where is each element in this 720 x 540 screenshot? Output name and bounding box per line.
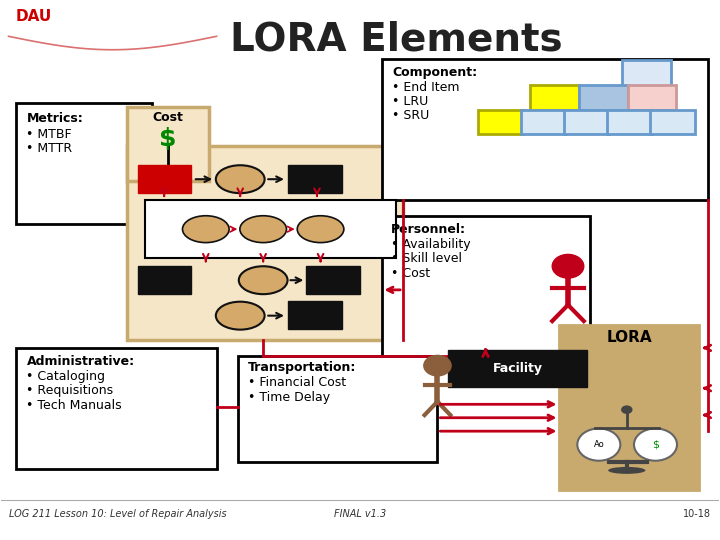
FancyBboxPatch shape [478,110,523,133]
FancyBboxPatch shape [238,356,438,462]
Ellipse shape [216,302,265,329]
Text: Metrics:: Metrics: [27,112,84,125]
Text: • Cataloging: • Cataloging [27,370,106,383]
Text: DAU: DAU [16,9,52,24]
Circle shape [424,355,451,376]
FancyBboxPatch shape [16,348,217,469]
Text: LOG 211 Lesson 10: Level of Repair Analysis: LOG 211 Lesson 10: Level of Repair Analy… [9,509,226,519]
Text: Transportation:: Transportation: [248,361,356,374]
Ellipse shape [297,216,344,242]
FancyBboxPatch shape [16,104,152,224]
Text: • Tech Manuals: • Tech Manuals [27,399,122,412]
FancyBboxPatch shape [650,110,695,133]
Text: • Financial Cost: • Financial Cost [248,376,346,389]
Ellipse shape [182,216,229,242]
Ellipse shape [608,467,645,474]
FancyBboxPatch shape [145,200,396,258]
Circle shape [552,254,584,278]
FancyBboxPatch shape [127,107,210,181]
Ellipse shape [216,165,265,193]
FancyBboxPatch shape [579,85,628,111]
FancyBboxPatch shape [608,110,652,133]
FancyBboxPatch shape [306,266,360,294]
Text: 10-18: 10-18 [683,509,711,519]
Text: LORA Elements: LORA Elements [230,20,562,58]
Text: LORA: LORA [606,330,652,345]
Text: • Cost: • Cost [391,267,430,280]
FancyBboxPatch shape [288,301,342,329]
Text: $: $ [652,440,659,450]
Ellipse shape [240,216,287,242]
Text: Administrative:: Administrative: [27,355,135,368]
Text: Component:: Component: [392,66,477,79]
Text: Facility: Facility [492,362,543,375]
Text: • Requisitions: • Requisitions [27,384,114,397]
Text: • End Item: • End Item [392,81,460,94]
FancyBboxPatch shape [530,85,579,111]
Text: $: $ [159,127,176,151]
Text: FINAL v1.3: FINAL v1.3 [334,509,386,519]
Text: • MTBF: • MTBF [27,127,72,140]
Circle shape [634,428,677,461]
FancyBboxPatch shape [382,217,590,359]
Ellipse shape [239,266,287,294]
FancyBboxPatch shape [382,59,708,200]
Text: Personnel:: Personnel: [391,222,466,236]
FancyBboxPatch shape [448,350,588,387]
Text: • Time Delay: • Time Delay [248,391,330,404]
Circle shape [577,428,621,461]
FancyBboxPatch shape [521,110,566,133]
FancyBboxPatch shape [564,110,609,133]
FancyBboxPatch shape [138,165,192,193]
Text: • LRU: • LRU [392,95,428,108]
Text: Ao: Ao [593,440,604,449]
FancyBboxPatch shape [628,85,676,111]
Text: Cost: Cost [153,111,183,124]
Circle shape [621,406,633,414]
FancyBboxPatch shape [127,146,403,340]
Text: • Skill level: • Skill level [391,252,462,265]
FancyBboxPatch shape [288,165,342,193]
Text: • Availability: • Availability [391,238,470,251]
Text: • MTTR: • MTTR [27,142,73,155]
FancyBboxPatch shape [138,266,192,294]
FancyBboxPatch shape [559,325,699,490]
Text: • SRU: • SRU [392,109,430,122]
FancyBboxPatch shape [622,60,670,86]
